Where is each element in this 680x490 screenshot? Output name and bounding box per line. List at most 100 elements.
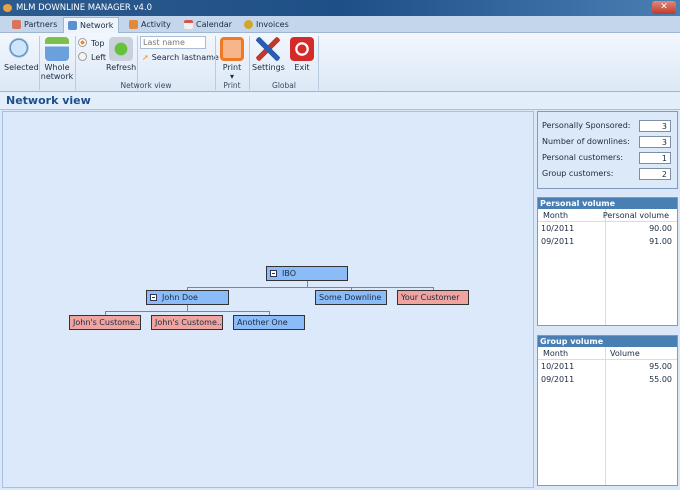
power-icon [290, 37, 314, 61]
settings-button[interactable]: Settings [252, 37, 285, 72]
stat-label: Personally Sponsored: [542, 121, 631, 130]
node-john-doe[interactable]: John Doe [146, 290, 229, 305]
table-row[interactable]: 10/2011 95.00 [538, 360, 677, 373]
group-label: Print [223, 81, 241, 90]
search-lastname-button[interactable]: ➚ Search lastname [142, 53, 219, 62]
cell-value: 90.00 [649, 224, 672, 233]
group-label: Global [272, 81, 296, 90]
table-row[interactable]: 09/2011 55.00 [538, 373, 677, 386]
money-bag-icon [244, 20, 253, 29]
column-header[interactable]: Personal volume [602, 211, 669, 220]
magnifier-plus-icon [8, 37, 32, 61]
node-another-one[interactable]: Another One [233, 315, 305, 330]
node-label: Your Customer [401, 293, 460, 302]
stats-box: Personally Sponsored: 3 Number of downlin… [537, 111, 678, 189]
table-row[interactable]: 09/2011 91.00 [538, 235, 677, 248]
button-label: Refresh [106, 63, 137, 72]
page-title: Network view [0, 92, 680, 110]
collapse-icon[interactable] [270, 270, 277, 277]
selected-button[interactable]: Selected [4, 37, 39, 72]
cell-month: 10/2011 [541, 224, 575, 233]
node-label: John Doe [162, 293, 198, 302]
network-icon [68, 21, 77, 30]
node-label: John's Custome... [73, 318, 141, 327]
personal-volume-panel: Personal volume Month Personal volume 10/… [537, 197, 678, 326]
node-label: Some Downline [319, 293, 382, 302]
exit-button[interactable]: Exit [289, 37, 315, 72]
node-your-customer[interactable]: Your Customer [397, 290, 469, 305]
network-canvas[interactable]: IBO John Doe Some Downline Your Customer… [2, 111, 534, 488]
panel-title: Personal volume [538, 198, 677, 209]
tab-label: Activity [141, 20, 171, 29]
button-label: Selected [4, 63, 39, 72]
calendar-icon [184, 20, 193, 29]
button-label: Exit [294, 63, 310, 72]
node-label: John's Custome... [155, 318, 223, 327]
node-label: Another One [237, 318, 288, 327]
stat-label: Number of downlines: [542, 137, 630, 146]
title-bar: MLM DOWNLINE MANAGER v4.0 [0, 0, 680, 16]
button-label: Print [222, 63, 242, 72]
radio-checked-icon [78, 38, 87, 47]
tools-icon [256, 37, 280, 61]
button-label: network [40, 72, 74, 81]
node-label: IBO [282, 269, 297, 278]
radio-label: Left [91, 53, 107, 62]
tab-label: Partners [24, 20, 58, 29]
whole-network-button[interactable]: Whole network [40, 37, 74, 81]
tab-calendar[interactable]: Calendar [180, 17, 240, 33]
button-label: Search lastname [151, 53, 219, 62]
tab-invoices[interactable]: Invoices [240, 17, 300, 33]
node-some-downline[interactable]: Some Downline [315, 290, 387, 305]
column-header[interactable]: Month [543, 211, 569, 220]
stat-value: 3 [639, 120, 671, 132]
window-title: MLM DOWNLINE MANAGER v4.0 [16, 3, 153, 13]
refresh-button[interactable]: Refresh [106, 37, 136, 72]
cell-month: 09/2011 [541, 237, 575, 246]
network-tree-icon [45, 37, 69, 61]
group-label: Network view [120, 81, 172, 90]
cell-month: 09/2011 [541, 375, 575, 384]
tab-bar: Partners Network Activity Calendar Invoi… [0, 16, 680, 33]
cell-value: 95.00 [649, 362, 672, 371]
cell-month: 10/2011 [541, 362, 575, 371]
column-header[interactable]: Volume [610, 349, 640, 358]
button-label: Whole [44, 63, 70, 72]
app-icon [3, 4, 12, 12]
column-header[interactable]: Month [543, 349, 569, 358]
group-volume-panel: Group volume Month Volume 10/2011 95.00 09… [537, 335, 678, 486]
collapse-icon[interactable] [150, 294, 157, 301]
stat-label: Personal customers: [542, 153, 624, 162]
printer-icon [220, 37, 244, 61]
radio-unchecked-icon [78, 52, 87, 61]
print-button[interactable]: Print ▾ [218, 37, 246, 81]
tab-activity[interactable]: Activity [125, 17, 177, 33]
tab-label: Calendar [196, 20, 232, 29]
dropdown-arrow-icon: ▾ [229, 72, 234, 81]
refresh-icon [109, 37, 133, 61]
activity-icon [129, 20, 138, 29]
lastname-search-input[interactable] [140, 36, 206, 49]
radio-left[interactable]: Left [78, 52, 106, 62]
cell-value: 91.00 [649, 237, 672, 246]
table-row[interactable]: 10/2011 90.00 [538, 222, 677, 235]
node-ibo[interactable]: IBO [266, 266, 348, 281]
node-johns-customer-2[interactable]: John's Custome... [151, 315, 223, 330]
tab-partners[interactable]: Partners [8, 17, 63, 33]
button-label: Settings [252, 63, 285, 72]
stat-label: Group customers: [542, 169, 614, 178]
close-button[interactable]: ✕ [652, 1, 676, 14]
arrow-icon: ➚ [142, 53, 149, 62]
tab-network[interactable]: Network [63, 17, 119, 33]
stat-value: 1 [639, 152, 671, 164]
radio-top[interactable]: Top [78, 38, 105, 48]
cell-value: 55.00 [649, 375, 672, 384]
panel-title: Group volume [538, 336, 677, 347]
tab-label: Network [80, 21, 114, 30]
stat-value: 2 [639, 168, 671, 180]
node-johns-customer-1[interactable]: John's Custome... [69, 315, 141, 330]
tab-label: Invoices [256, 20, 289, 29]
radio-label: Top [91, 39, 105, 48]
stat-value: 3 [639, 136, 671, 148]
